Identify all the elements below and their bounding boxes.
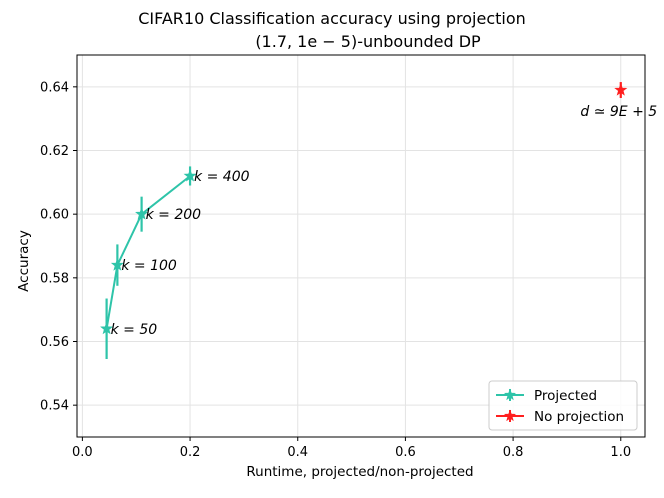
y-tick-label: 0.64	[40, 80, 69, 95]
point-annotation: k = 100	[121, 258, 177, 274]
series-line	[105, 175, 191, 329]
x-tick-label: 1.0	[610, 445, 631, 460]
y-axis-label: Accuracy	[16, 230, 32, 292]
legend-marker	[503, 388, 517, 401]
data-point	[135, 207, 149, 220]
point-annotation: d ≃ 9E + 5	[580, 104, 657, 120]
legend-box	[488, 380, 638, 431]
plot-area	[76, 54, 646, 438]
data-point	[110, 258, 124, 271]
chart-title: CIFAR10 Classification accuracy using pr…	[138, 9, 526, 28]
legend-label: Projected	[534, 388, 597, 404]
x-tick-label: 0.8	[503, 445, 524, 460]
y-tick-label: 0.56	[40, 335, 69, 350]
data-point	[614, 83, 628, 96]
chart-subtitle: (1.7, 1e − 5)-unbounded DP	[255, 32, 481, 51]
series-layer	[100, 82, 628, 360]
x-tick-label: 0.0	[72, 445, 93, 460]
legend: Projected No projection	[488, 380, 638, 431]
y-tick-label: 0.58	[40, 271, 69, 286]
point-annotation: k = 400	[194, 169, 250, 185]
legend-marker	[503, 409, 517, 422]
grid	[77, 55, 645, 437]
data-point	[183, 169, 197, 182]
annotations: k = 50 k = 100 k = 200 k = 400 d ≃ 9E + 5	[111, 104, 658, 338]
y-tick-label: 0.54	[40, 399, 69, 414]
y-tick-label: 0.60	[40, 208, 69, 223]
point-annotation: k = 50	[111, 322, 158, 338]
y-tick-label: 0.62	[40, 144, 69, 159]
data-point	[100, 321, 114, 335]
x-axis-label: Runtime, projected/non-projected	[246, 464, 473, 480]
point-annotation: k = 200	[146, 207, 202, 223]
axis-ticks: 0.0 0.2 0.4 0.6 0.8 1.0 0.54 0.56 0.58 0.60 0.62 0.…	[40, 80, 631, 460]
x-tick-label: 0.2	[180, 445, 201, 460]
series-no-projection	[614, 82, 628, 98]
x-tick-label: 0.6	[395, 445, 416, 460]
legend-label: No projection	[534, 409, 624, 425]
x-tick-label: 0.4	[287, 445, 308, 460]
series-projected	[100, 166, 197, 360]
